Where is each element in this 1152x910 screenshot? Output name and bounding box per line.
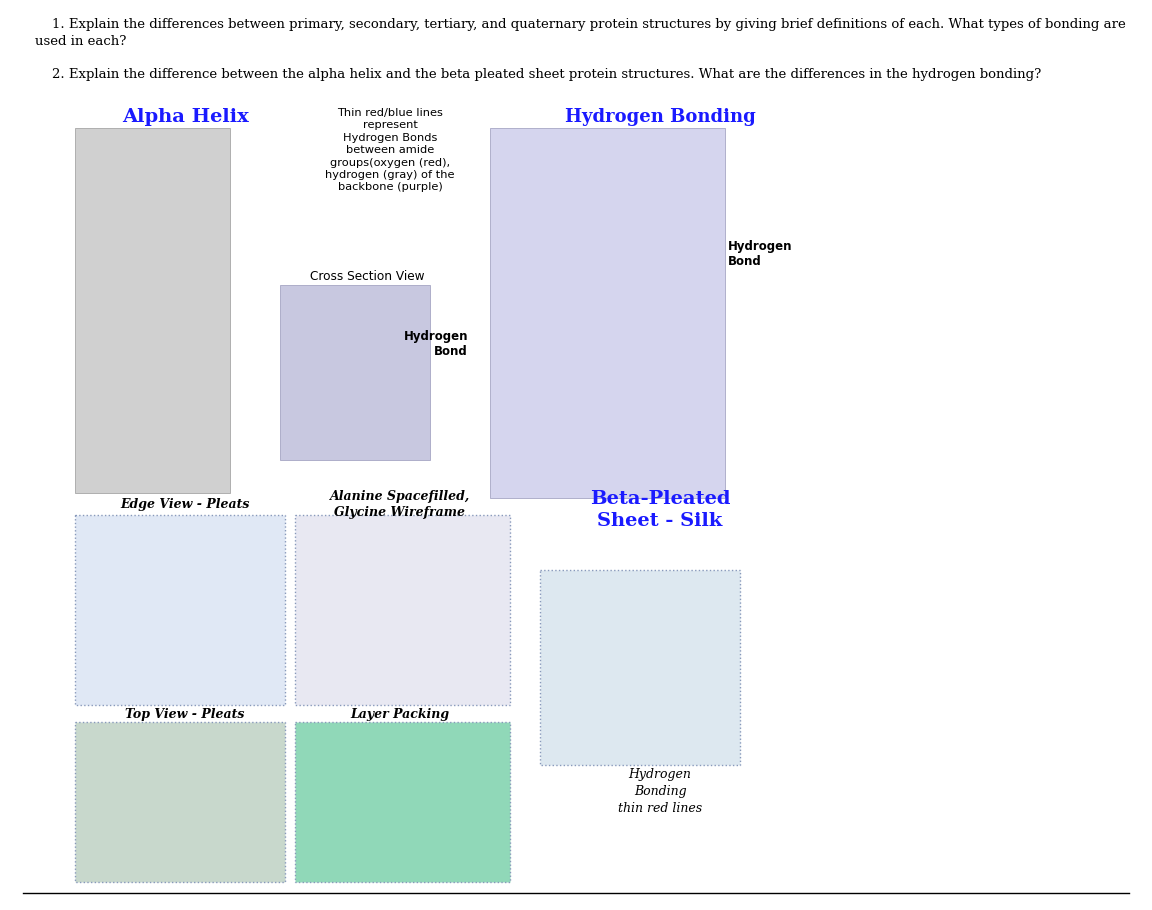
Text: Cross Section View: Cross Section View bbox=[310, 270, 424, 283]
Bar bbox=[490, 128, 725, 498]
Text: 2. Explain the difference between the alpha helix and the beta pleated sheet pro: 2. Explain the difference between the al… bbox=[35, 68, 1041, 81]
Bar bbox=[295, 515, 510, 705]
Bar bbox=[75, 128, 230, 493]
Bar bbox=[75, 722, 285, 882]
Text: Hydrogen
Bond: Hydrogen Bond bbox=[403, 330, 468, 358]
Bar bbox=[75, 515, 285, 705]
Text: Top View - Pleats: Top View - Pleats bbox=[126, 708, 244, 721]
Text: Alpha Helix: Alpha Helix bbox=[122, 108, 249, 126]
Text: Alanine Spacefilled,
Glycine Wireframe: Alanine Spacefilled, Glycine Wireframe bbox=[329, 490, 470, 519]
Bar bbox=[295, 722, 510, 882]
Text: 1. Explain the differences between primary, secondary, tertiary, and quaternary : 1. Explain the differences between prima… bbox=[35, 18, 1126, 48]
Text: Layer Packing: Layer Packing bbox=[350, 708, 449, 721]
Bar bbox=[280, 285, 430, 460]
Text: Beta-Pleated
Sheet - Silk: Beta-Pleated Sheet - Silk bbox=[590, 490, 730, 531]
Text: Hydrogen
Bonding
thin red lines: Hydrogen Bonding thin red lines bbox=[617, 768, 702, 815]
Text: Hydrogen Bonding: Hydrogen Bonding bbox=[564, 108, 756, 126]
Text: Hydrogen
Bond: Hydrogen Bond bbox=[728, 240, 793, 268]
Bar bbox=[540, 570, 740, 765]
Text: Edge View - Pleats: Edge View - Pleats bbox=[120, 498, 250, 511]
Text: Thin red/blue lines
represent
Hydrogen Bonds
between amide
groups(oxygen (red),
: Thin red/blue lines represent Hydrogen B… bbox=[325, 108, 455, 192]
